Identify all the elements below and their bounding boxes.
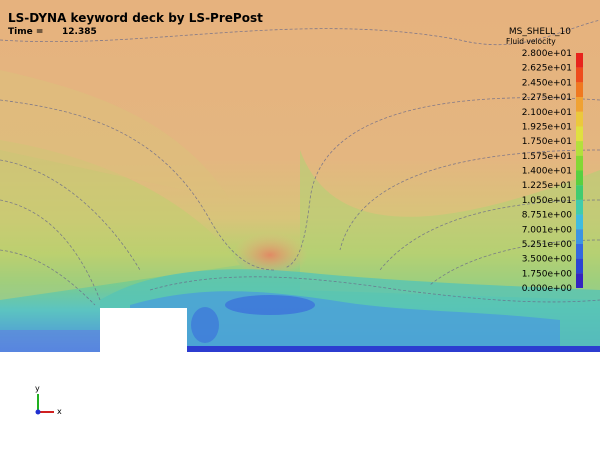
legend-subtitle: Fluid velocity [506,37,556,46]
legend-label: 1.925e+01 [522,122,572,132]
legend-label: 1.750e+00 [522,269,573,279]
legend-label: 2.450e+01 [522,78,572,88]
legend-swatch [576,111,583,127]
legend-swatch [576,214,583,230]
legend-label: 3.500e+00 [522,255,573,265]
legend-label: 2.275e+01 [522,93,572,103]
legend-swatch [576,229,583,244]
legend-label: 1.050e+01 [522,196,572,206]
legend-label: 2.625e+01 [522,64,572,74]
triad-y: y [35,384,40,393]
legend-label: 1.575e+01 [522,152,572,162]
triad-x: x [57,407,62,416]
legend-swatch [576,185,583,200]
legend-swatch [576,273,583,288]
legend-label: 1.225e+01 [522,181,572,191]
time-value: 12.385 [62,27,97,37]
legend-swatch [576,53,583,68]
legend-swatch [576,243,583,259]
legend-label: 1.400e+01 [522,167,572,177]
legend-label: 0.000e+00 [522,284,573,294]
legend-swatch [576,97,583,112]
legend-swatch [576,155,583,171]
axis-triad: y x [35,384,62,416]
legend-swatch [576,199,583,215]
legend-label: 1.750e+01 [522,137,572,147]
legend-swatch [576,126,583,142]
title: LS-DYNA keyword deck by LS-PrePost [8,11,263,25]
time-label: Time = [8,27,43,37]
legend-label: 2.100e+01 [522,108,572,118]
flow-field [0,0,600,352]
legend-swatch [576,82,583,98]
legend-label: 8.751e+00 [522,211,573,221]
legend-swatch [576,170,583,186]
legend-title: MS_SHELL_10 [509,27,571,37]
legend-swatch [576,67,583,83]
color-legend: 2.800e+01 2.625e+01 2.450e+01 2.275e+01 2.10… [522,49,583,294]
legend-label: 5.251e+00 [522,240,573,250]
legend-label: 7.001e+00 [522,225,573,235]
legend-swatch [576,258,583,274]
legend-label: 2.800e+01 [522,49,572,59]
legend-swatch [576,141,583,156]
